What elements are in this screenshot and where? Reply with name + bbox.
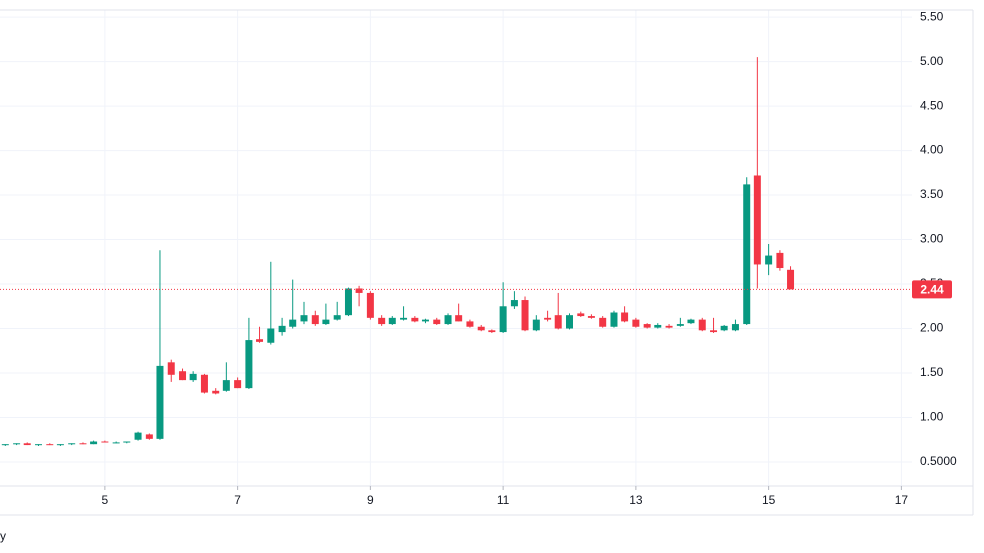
candle-body xyxy=(544,317,552,320)
candle-body xyxy=(200,374,208,393)
candle-body xyxy=(388,317,396,325)
candle-body xyxy=(311,315,319,325)
candle-body xyxy=(587,316,595,318)
candle-body xyxy=(676,324,684,326)
candle-body xyxy=(123,441,131,443)
candle-body xyxy=(245,340,253,389)
candle-body xyxy=(344,288,352,316)
candle-body xyxy=(698,319,706,331)
candle-body xyxy=(234,380,242,389)
candle-body xyxy=(731,324,739,331)
x-tick-label: 11 xyxy=(497,493,510,507)
candle-body xyxy=(400,317,408,320)
candle-body xyxy=(79,443,87,445)
y-tick-label: 3.50 xyxy=(920,187,944,201)
candle-body xyxy=(499,306,507,333)
x-tick-label: 9 xyxy=(367,493,374,507)
x-tick-label: 5 xyxy=(102,493,109,507)
y-tick-label: 5.50 xyxy=(920,9,944,23)
y-tick-label: 1.50 xyxy=(920,365,944,379)
candle-body xyxy=(488,330,496,333)
candle-body xyxy=(687,319,695,324)
candle-body xyxy=(433,319,441,325)
candle-body xyxy=(610,312,618,327)
y-tick-label: 1.00 xyxy=(920,410,944,424)
candle-body xyxy=(665,325,673,328)
y-tick-label: 3.00 xyxy=(920,232,944,246)
candle-body xyxy=(654,324,662,328)
candle-body xyxy=(411,317,419,322)
candle-body xyxy=(256,339,264,342)
candle-body xyxy=(566,315,574,329)
candle-body xyxy=(167,362,175,375)
candle-body xyxy=(322,319,330,325)
candle-body xyxy=(366,292,374,318)
candle-body xyxy=(787,269,795,290)
candle-body xyxy=(333,315,341,320)
candle-body xyxy=(554,315,562,329)
x-tick-label: 13 xyxy=(629,493,643,507)
candle-body xyxy=(720,325,728,331)
y-tick-label: 4.50 xyxy=(920,98,944,112)
candle-body xyxy=(34,444,42,446)
candle-body xyxy=(521,300,529,331)
y-tick-label: 0.5000 xyxy=(920,454,957,468)
candle-body xyxy=(112,442,120,444)
candle-body xyxy=(743,184,751,325)
candle-body xyxy=(455,315,463,322)
candle-body xyxy=(189,373,197,381)
candle-body xyxy=(510,300,518,307)
candle-body xyxy=(101,441,109,443)
candle-body xyxy=(68,443,76,445)
y-tick-label: 4.00 xyxy=(920,143,944,157)
candle-body xyxy=(355,288,363,293)
candle-body xyxy=(621,312,629,322)
candle-body xyxy=(300,315,308,322)
candle-body xyxy=(90,441,98,445)
candle-body xyxy=(710,330,718,333)
candle-body xyxy=(23,443,31,446)
corner-label: y xyxy=(0,529,6,543)
candle-body xyxy=(421,319,429,322)
candle-body xyxy=(643,324,651,328)
candle-body xyxy=(1,444,9,446)
candle-body xyxy=(267,328,275,343)
last-price-label: 2.44 xyxy=(920,283,944,297)
candle-body xyxy=(599,317,607,327)
candle-body xyxy=(289,319,297,327)
candle-body xyxy=(145,434,153,439)
candle-body xyxy=(378,317,386,325)
candle-body xyxy=(532,319,540,331)
candle-body xyxy=(156,365,164,439)
candle-body xyxy=(466,321,474,327)
candle-body xyxy=(477,326,485,331)
candle-body xyxy=(46,444,54,446)
candle-body xyxy=(13,443,21,445)
candle-body xyxy=(753,175,761,265)
y-tick-label: 2.00 xyxy=(920,321,944,335)
candle-body xyxy=(577,313,585,317)
candle-body xyxy=(765,255,773,265)
x-tick-label: 7 xyxy=(234,493,241,507)
candle-body xyxy=(632,319,640,327)
candle-body xyxy=(278,325,286,333)
last-price-badge xyxy=(912,280,952,299)
candle-body xyxy=(56,444,64,446)
x-tick-label: 17 xyxy=(895,493,909,507)
candle-body xyxy=(222,380,230,391)
candle-body xyxy=(444,315,452,325)
candle-body xyxy=(134,432,142,440)
candle-body xyxy=(776,252,784,269)
x-tick-label: 15 xyxy=(762,493,776,507)
y-tick-label: 5.00 xyxy=(920,54,944,68)
candle-body xyxy=(179,371,187,381)
candle-body xyxy=(212,390,220,394)
